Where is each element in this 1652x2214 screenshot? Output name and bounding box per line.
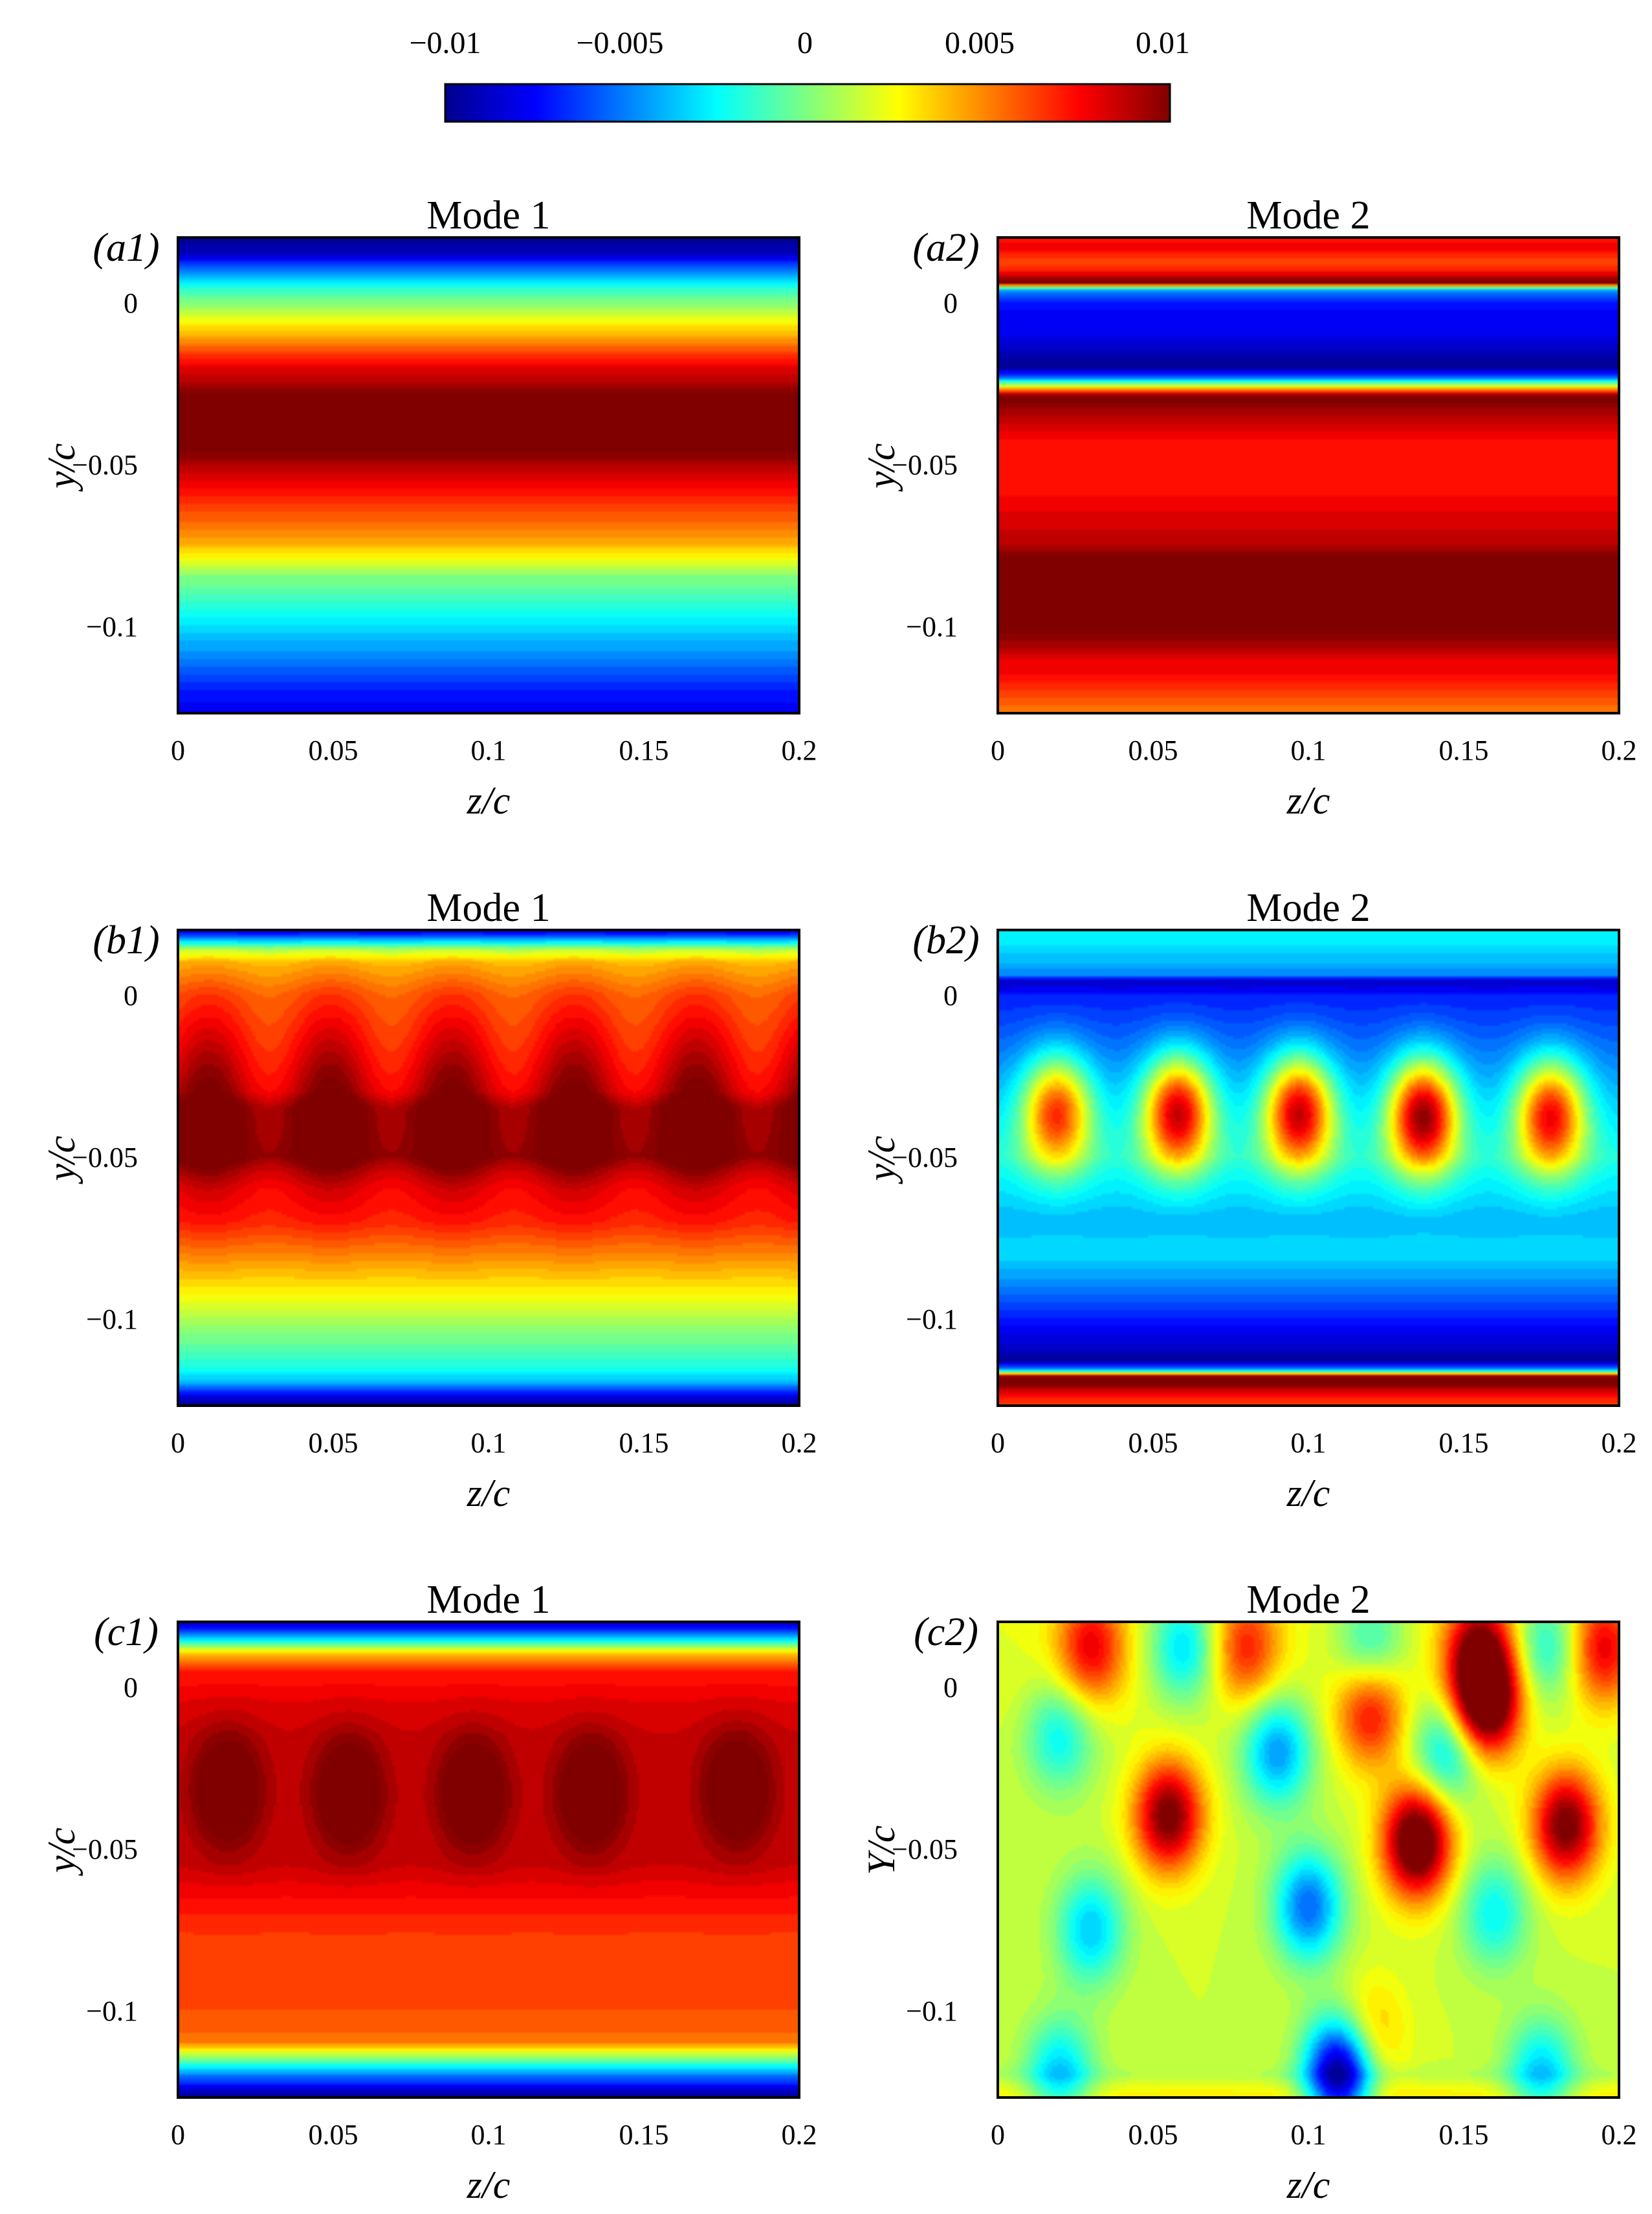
x-tick-label: 0.2 — [782, 735, 817, 766]
x-tick-label: 0.15 — [619, 1427, 669, 1459]
y-tick-label: 0 — [943, 980, 958, 1012]
y-axis-label: y/c — [860, 1136, 903, 1185]
panel-title: Mode 2 — [1246, 1578, 1370, 1622]
plot-frame — [997, 236, 1620, 714]
panel-label: (a1) — [93, 226, 159, 270]
panel-label: (c2) — [914, 1610, 978, 1654]
y-tick-label: −0.05 — [72, 1833, 138, 1865]
x-tick-label: 0.15 — [1439, 1427, 1489, 1459]
y-tick-label: −0.1 — [906, 1995, 958, 2027]
x-axis-label: z/c — [1286, 2164, 1330, 2206]
panel-c2: Mode 2 (c2) 0 0.05 0.1 0.15 0.2 0 −0.05 −0.1 z/c Y/… — [860, 1578, 1637, 2206]
y-tick-label: −0.05 — [892, 1833, 958, 1865]
heatmap-field — [178, 238, 799, 713]
y-tick-label: 0 — [943, 1672, 958, 1703]
x-tick-label: 0.1 — [1291, 735, 1327, 766]
y-tick-label: 0 — [124, 287, 138, 319]
panel-title: Mode 1 — [426, 886, 550, 930]
panel-a2: Mode 2 (a2) 0 0.05 0.1 0.15 0.2 0 −0.05 −0.1 z/c y/… — [860, 194, 1637, 822]
x-tick-label: 0.2 — [782, 1427, 817, 1459]
y-axis-label: y/c — [40, 1136, 83, 1185]
panel-label: (b1) — [93, 918, 159, 962]
x-axis-label: z/c — [1286, 779, 1330, 822]
heatmap-field — [998, 1622, 1619, 2098]
x-tick-label: 0.15 — [619, 735, 669, 766]
y-tick-label: −0.05 — [892, 1142, 958, 1173]
panel-b1: Mode 1 (b1) 0 0.05 0.1 0.15 0.2 0 −0.05 −0.1 z/c y/… — [40, 886, 817, 1514]
y-tick-label: −0.05 — [892, 449, 958, 481]
x-axis-label: z/c — [467, 1472, 511, 1514]
y-tick-label: −0.05 — [72, 1142, 138, 1173]
heatmap-field — [178, 930, 799, 1406]
x-axis-label: z/c — [467, 2164, 511, 2206]
heatmap-field — [998, 930, 1619, 1406]
x-tick-label: 0.05 — [309, 735, 358, 766]
x-tick-label: 0 — [991, 735, 1005, 766]
colorbar-gradient — [444, 83, 1171, 123]
x-tick-label: 0.1 — [471, 735, 507, 766]
y-axis-label: y/c — [860, 443, 903, 493]
plot-frame — [177, 1621, 800, 2099]
x-tick-label: 0.1 — [471, 1427, 507, 1459]
colorbar: −0.01 −0.005 0 0.005 0.01 — [409, 26, 1190, 123]
y-tick-label: 0 — [943, 287, 958, 319]
y-tick-label: 0 — [124, 1672, 138, 1703]
x-tick-label: 0.15 — [1439, 2119, 1489, 2151]
panel-c1: Mode 1 (c1) 0 0.05 0.1 0.15 0.2 0 −0.05 −0.1 z/c y/… — [40, 1578, 817, 2206]
x-tick-label: 0.2 — [782, 2119, 817, 2151]
colorbar-tick-label: −0.01 — [409, 26, 481, 60]
panel-title: Mode 1 — [426, 194, 550, 238]
x-tick-label: 0 — [171, 735, 185, 766]
x-tick-label: 0.15 — [619, 2119, 669, 2151]
y-tick-label: −0.1 — [906, 1303, 958, 1335]
plot-frame — [997, 1621, 1620, 2099]
y-tick-label: −0.1 — [906, 611, 958, 643]
y-axis-label: Y/c — [860, 1825, 903, 1875]
heatmap-field — [998, 238, 1619, 713]
panel-label: (c1) — [94, 1610, 159, 1654]
x-tick-label: 0 — [991, 2119, 1005, 2151]
panels: Mode 1 (a1) 0 0.05 0.1 0.15 0.2 0 −0.05 −0.1 z/c y/… — [40, 194, 1637, 2206]
y-axis-label: y/c — [40, 1828, 83, 1877]
panel-title: Mode 1 — [426, 1578, 550, 1622]
panel-b2: Mode 2 (b2) 0 0.05 0.1 0.15 0.2 0 −0.05 −0.1 z/c y/… — [860, 886, 1637, 1514]
x-tick-label: 0.05 — [1129, 735, 1178, 766]
panel-title: Mode 2 — [1246, 886, 1370, 930]
x-axis-label: z/c — [1286, 1472, 1330, 1514]
y-tick-label: −0.1 — [86, 611, 138, 643]
colorbar-tick-label: −0.005 — [576, 26, 663, 60]
x-tick-label: 0 — [171, 2119, 185, 2151]
heatmap-field — [178, 1622, 799, 2098]
x-tick-label: 0.15 — [1439, 735, 1489, 766]
y-tick-label: −0.05 — [72, 449, 138, 481]
panel-a1: Mode 1 (a1) 0 0.05 0.1 0.15 0.2 0 −0.05 −0.1 z/c y/… — [40, 194, 817, 822]
x-tick-label: 0.1 — [471, 2119, 507, 2151]
y-tick-label: 0 — [124, 980, 138, 1012]
x-tick-label: 0 — [991, 1427, 1005, 1459]
colorbar-tick-label: 0 — [797, 26, 813, 60]
x-tick-label: 0.1 — [1291, 1427, 1327, 1459]
x-tick-label: 0.2 — [1602, 2119, 1637, 2151]
y-axis-label: y/c — [40, 443, 83, 493]
x-tick-label: 0.05 — [1129, 1427, 1178, 1459]
x-axis-label: z/c — [467, 779, 511, 822]
y-tick-label: −0.1 — [86, 1303, 138, 1335]
panel-label: (a2) — [912, 226, 979, 270]
x-tick-label: 0 — [171, 1427, 185, 1459]
colorbar-tick-label: 0.005 — [945, 26, 1015, 60]
plot-frame — [997, 929, 1620, 1407]
x-tick-label: 0.05 — [309, 1427, 358, 1459]
plot-frame — [177, 236, 800, 714]
y-tick-label: −0.1 — [86, 1995, 138, 2027]
x-tick-label: 0.05 — [1129, 2119, 1178, 2151]
panel-label: (b2) — [912, 918, 979, 962]
colorbar-tick-label: 0.01 — [1136, 26, 1190, 60]
x-tick-label: 0.1 — [1291, 2119, 1327, 2151]
panel-title: Mode 2 — [1246, 194, 1370, 238]
x-tick-label: 0.05 — [309, 2119, 358, 2151]
plot-frame — [177, 929, 800, 1407]
x-tick-label: 0.2 — [1602, 735, 1637, 766]
x-tick-label: 0.2 — [1602, 1427, 1637, 1459]
